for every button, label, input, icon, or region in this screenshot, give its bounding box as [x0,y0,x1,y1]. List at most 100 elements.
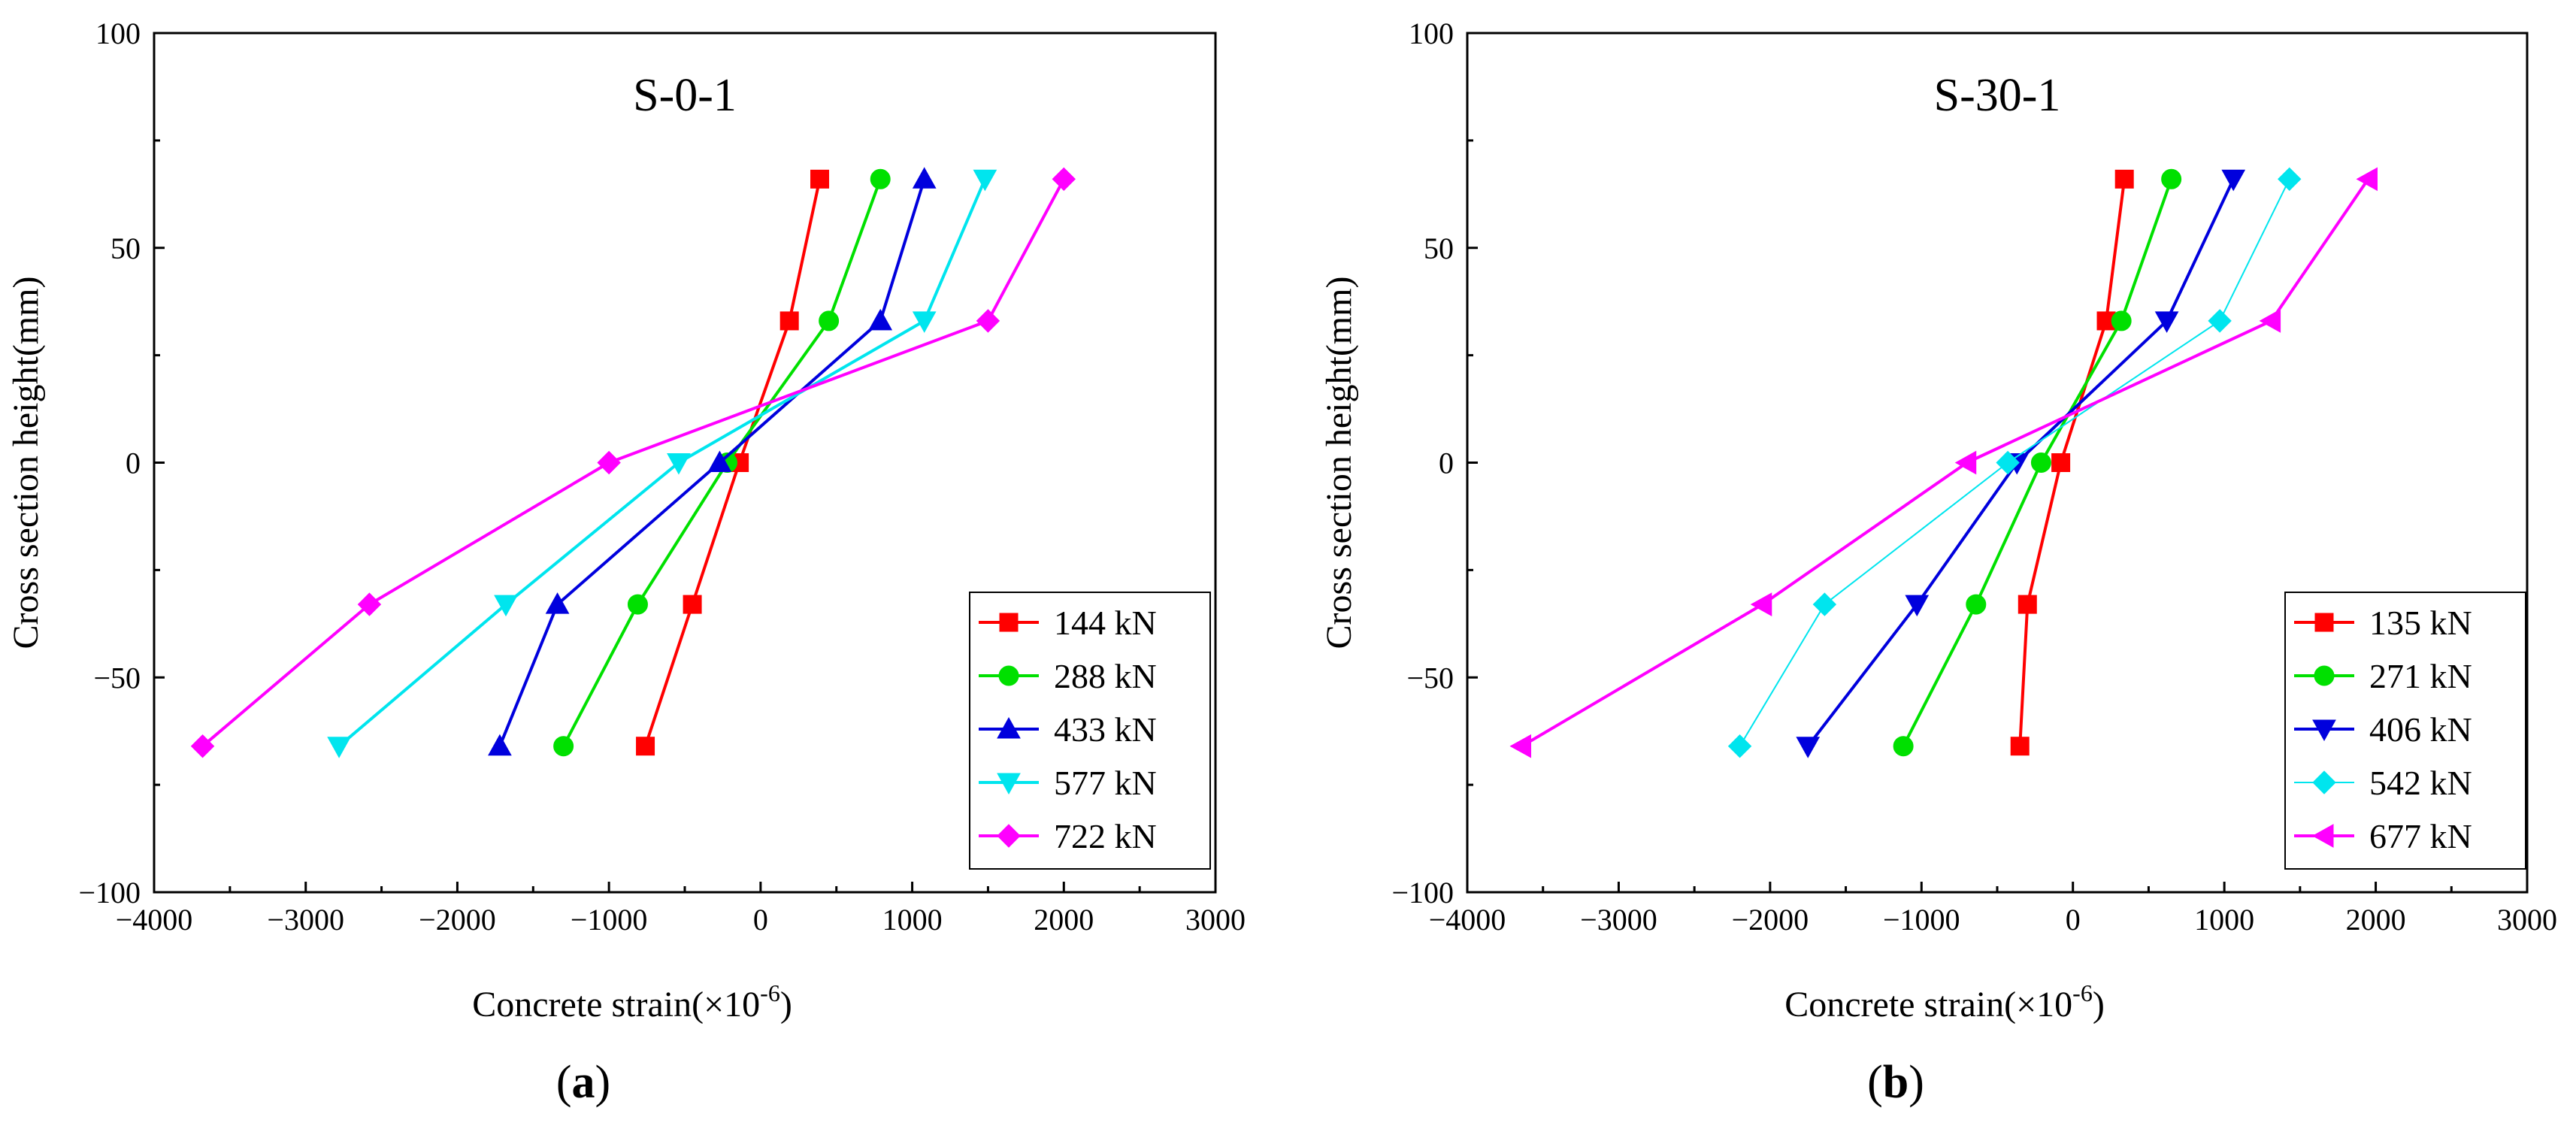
chart-title: S-30-1 [1934,70,2061,121]
y-tick-label: −50 [1406,661,1454,695]
data-point [2114,169,2134,189]
x-axis-title-main: Concrete strain(×10 [1784,985,2072,1025]
data-point [1796,737,1821,758]
x-tick-label: 1000 [2194,903,2254,937]
legend-label: 677 kN [2369,817,2472,855]
data-point [707,450,732,472]
y-axis-title: Cross section height(mm) [1319,277,1359,649]
data-point [1905,595,1930,617]
legend-label: 433 kN [1054,710,1157,749]
data-point [810,169,830,189]
y-tick-label: 50 [110,232,141,265]
y-tick-label: 50 [1424,232,1454,265]
x-tick-label: −4000 [116,903,193,937]
data-point [2111,310,2132,331]
y-tick-label: 100 [95,17,141,50]
y-tick-label: 0 [1439,446,1454,480]
y-tick-label: 0 [126,446,141,480]
legend-swatch-marker [2314,665,2335,686]
data-point [553,736,574,757]
x-axis-title-exponent: -6 [2072,979,2093,1006]
data-point [1954,450,1977,475]
x-axis-title: Concrete strain(×10-6) [1784,979,2105,1025]
x-tick-label: 0 [2066,903,2081,937]
x-tick-label: 2000 [1034,903,1094,937]
x-tick-label: −1000 [1883,903,1960,937]
data-point [976,309,1000,333]
data-point [1750,592,1772,616]
x-tick-label: 3000 [2497,903,2557,937]
data-point [494,595,518,617]
x-tick-label: −3000 [267,903,344,937]
data-point [327,737,351,758]
panel-label-letter: a [572,1057,595,1108]
x-axis-title-close: ) [2093,985,2105,1025]
legend-label: 135 kN [2369,604,2472,642]
data-point [2221,169,2246,192]
legend-swatch-marker [2312,719,2336,742]
data-point [819,310,840,331]
x-tick-label: 2000 [2346,903,2406,937]
x-tick-label: 3000 [1185,903,1246,937]
data-point [1812,592,1837,616]
data-point [190,734,215,758]
data-point [2018,595,2037,614]
legend: 135 kN 271 kN 406 kN 542 kN 677 kN [2284,592,2526,870]
legend-swatch-marker [997,824,1021,848]
series-line [338,178,987,748]
panel-label: (a) [556,1057,610,1108]
legend-label: 722 kN [1054,817,1157,855]
data-point [683,595,702,614]
panel-label-close: ) [1909,1057,1924,1108]
legend: 144 kN 288 kN 433 kN 577 kN 722 kN [969,592,1211,870]
data-point [545,592,570,614]
data-point [912,311,937,333]
panel-a: −4000 −3000 −2000 −1000 0 1000 2000 3000−100−50… [6,17,1246,1108]
legend-label: 144 kN [1054,604,1157,642]
data-point [1509,734,1532,758]
legend-swatch-marker [997,773,1021,795]
x-axis-title: Concrete strain(×10-6) [472,979,792,1025]
data-point [2051,453,2071,472]
y-axis-title: Cross section height(mm) [6,277,46,649]
data-point [2356,167,2378,192]
data-point [627,594,648,615]
data-point [1727,734,1752,758]
x-axis-title-exponent: -6 [760,979,780,1006]
panel-label: (b) [1867,1057,1924,1108]
panel-b: −4000 −3000 −2000 −1000 0 1000 2000 3000−100−50… [1319,17,2557,1108]
data-point [636,737,655,756]
legend-swatch-marker [997,716,1021,739]
x-tick-label: 0 [753,903,768,937]
data-point [357,592,382,616]
data-point [2278,167,2302,192]
panel-label-close: ) [595,1057,611,1108]
panel-label-letter: b [1883,1057,1909,1108]
x-tick-label: −4000 [1429,903,1506,937]
data-point [1893,736,1914,757]
x-tick-label: −2000 [1732,903,1809,937]
x-axis-title-close: ) [780,985,792,1025]
data-point [1996,450,2020,475]
series-line [498,178,926,747]
data-point [973,169,997,192]
panel-label-open: ( [1867,1057,1883,1108]
legend-swatch-marker [998,665,1019,686]
y-tick-label: −100 [1391,876,1454,909]
legend-swatch-marker [2314,613,2334,632]
legend-swatch-marker [2311,824,2334,848]
data-point [2030,452,2051,473]
data-point [488,734,512,756]
data-point [870,168,891,189]
data-point [868,308,893,331]
panel-label-open: ( [556,1057,572,1108]
data-point [2010,737,2030,756]
data-point [779,311,799,331]
x-tick-label: 1000 [882,903,943,937]
x-axis-title-main: Concrete strain(×10 [472,985,760,1025]
data-point [2154,311,2179,333]
y-tick-label: −100 [78,876,141,909]
legend-swatch-marker [2312,770,2336,794]
x-tick-label: −2000 [419,903,496,937]
